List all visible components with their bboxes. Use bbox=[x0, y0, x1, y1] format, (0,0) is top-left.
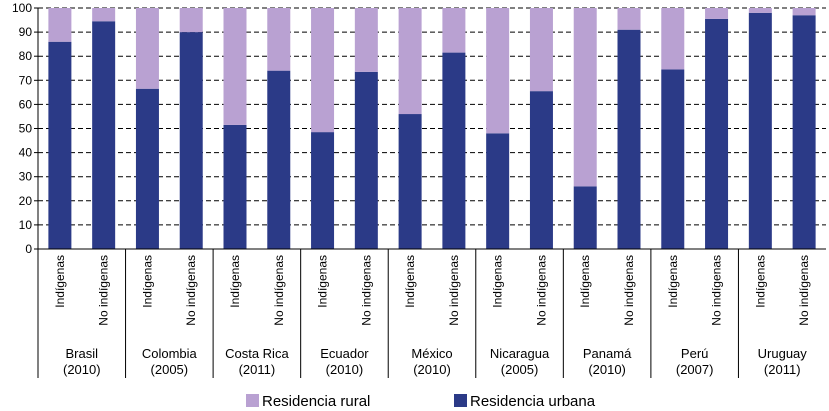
bar-residencia-urbana bbox=[135, 88, 159, 249]
y-tick-label: 80 bbox=[19, 49, 33, 63]
group-label-year: (2005) bbox=[151, 362, 189, 377]
category-label: No indígenas bbox=[797, 255, 811, 326]
bar-residencia-urbana bbox=[223, 124, 247, 249]
group-label-year: (2011) bbox=[764, 362, 801, 377]
bar-residencia-urbana bbox=[354, 71, 378, 250]
category-label: Indígenas bbox=[228, 255, 242, 308]
group-label: Perú bbox=[681, 346, 708, 361]
bar-residencia-rural bbox=[705, 8, 729, 19]
bar-residencia-rural bbox=[267, 8, 291, 71]
y-tick-label: 10 bbox=[19, 218, 33, 232]
group-label: Colombia bbox=[142, 346, 198, 361]
group-label: Ecuador bbox=[320, 346, 369, 361]
bar-residencia-urbana bbox=[267, 70, 291, 249]
bar-residencia-urbana bbox=[748, 12, 772, 249]
bar-residencia-rural bbox=[223, 8, 247, 125]
group-label-year: (2010) bbox=[63, 362, 101, 377]
category-label: No indígenas bbox=[272, 255, 286, 326]
group-label: Brasil bbox=[66, 346, 99, 361]
bar-residencia-rural bbox=[529, 8, 553, 92]
category-label: No indígenas bbox=[534, 255, 548, 326]
bar-residencia-urbana bbox=[617, 29, 641, 249]
y-tick-label: 40 bbox=[19, 146, 33, 160]
bar-residencia-rural bbox=[486, 8, 510, 134]
category-label: Indígenas bbox=[753, 255, 767, 308]
category-label: No indígenas bbox=[710, 255, 724, 326]
category-label: Indígenas bbox=[491, 255, 505, 308]
bar-residencia-rural bbox=[135, 8, 159, 89]
group-label-year: (2010) bbox=[413, 362, 451, 377]
y-tick-label: 30 bbox=[19, 170, 33, 184]
category-label: No indígenas bbox=[447, 255, 461, 326]
bar-residencia-rural bbox=[792, 8, 816, 16]
bar-residencia-rural bbox=[311, 8, 335, 133]
bar-residencia-rural bbox=[179, 8, 203, 33]
group-label: México bbox=[411, 346, 452, 361]
group-label-year: (2010) bbox=[588, 362, 626, 377]
group-label-year: (2005) bbox=[501, 362, 539, 377]
category-label: Indígenas bbox=[403, 255, 417, 308]
legend-label: Residencia rural bbox=[262, 393, 370, 410]
bar-residencia-rural bbox=[442, 8, 466, 53]
bar-residencia-rural bbox=[661, 8, 685, 70]
bar-residencia-urbana bbox=[179, 32, 203, 249]
category-label: No indígenas bbox=[184, 255, 198, 326]
category-label: No indígenas bbox=[359, 255, 373, 326]
bar-residencia-rural bbox=[617, 8, 641, 30]
bar-residencia-urbana bbox=[398, 114, 422, 249]
category-label: Indígenas bbox=[316, 255, 330, 308]
bar-residencia-urbana bbox=[661, 69, 685, 249]
y-tick-label: 100 bbox=[12, 1, 32, 15]
bar-residencia-urbana bbox=[529, 91, 553, 250]
y-tick-label: 90 bbox=[19, 25, 33, 39]
bar-residencia-rural bbox=[748, 8, 772, 13]
bar-residencia-urbana bbox=[486, 133, 510, 249]
legend-swatch bbox=[246, 394, 259, 407]
y-tick-label: 20 bbox=[19, 194, 33, 208]
bar-residencia-rural bbox=[398, 8, 422, 115]
category-label: Indígenas bbox=[53, 255, 67, 308]
group-label: Costa Rica bbox=[225, 346, 289, 361]
group-label-year: (2010) bbox=[326, 362, 364, 377]
category-label: No indígenas bbox=[622, 255, 636, 326]
y-tick-label: 50 bbox=[19, 122, 33, 136]
bar-residencia-rural bbox=[354, 8, 378, 72]
group-label: Nicaragua bbox=[490, 346, 550, 361]
bar-residencia-urbana bbox=[705, 18, 729, 249]
y-tick-label: 60 bbox=[19, 97, 33, 111]
bar-residencia-urbana bbox=[311, 132, 335, 249]
legend-swatch bbox=[454, 394, 467, 407]
bar-residencia-rural bbox=[573, 8, 597, 187]
bar-residencia-urbana bbox=[48, 41, 72, 249]
bar-residencia-urbana bbox=[792, 15, 816, 250]
group-label: Uruguay bbox=[758, 346, 808, 361]
category-label: No indígenas bbox=[97, 255, 111, 326]
category-label: Indígenas bbox=[140, 255, 154, 308]
group-label-year: (2011) bbox=[239, 362, 276, 377]
bar-residencia-urbana bbox=[442, 52, 466, 250]
y-tick-label: 0 bbox=[25, 242, 32, 256]
bar-residencia-urbana bbox=[573, 186, 597, 249]
group-label: Panamá bbox=[583, 346, 632, 361]
y-tick-label: 70 bbox=[19, 73, 33, 87]
category-label: Indígenas bbox=[578, 255, 592, 308]
legend-label: Residencia urbana bbox=[470, 393, 596, 410]
bar-residencia-rural bbox=[92, 8, 116, 22]
bar-residencia-urbana bbox=[92, 21, 116, 249]
bar-residencia-rural bbox=[48, 8, 72, 42]
group-label-year: (2007) bbox=[676, 362, 714, 377]
category-label: Indígenas bbox=[666, 255, 680, 308]
